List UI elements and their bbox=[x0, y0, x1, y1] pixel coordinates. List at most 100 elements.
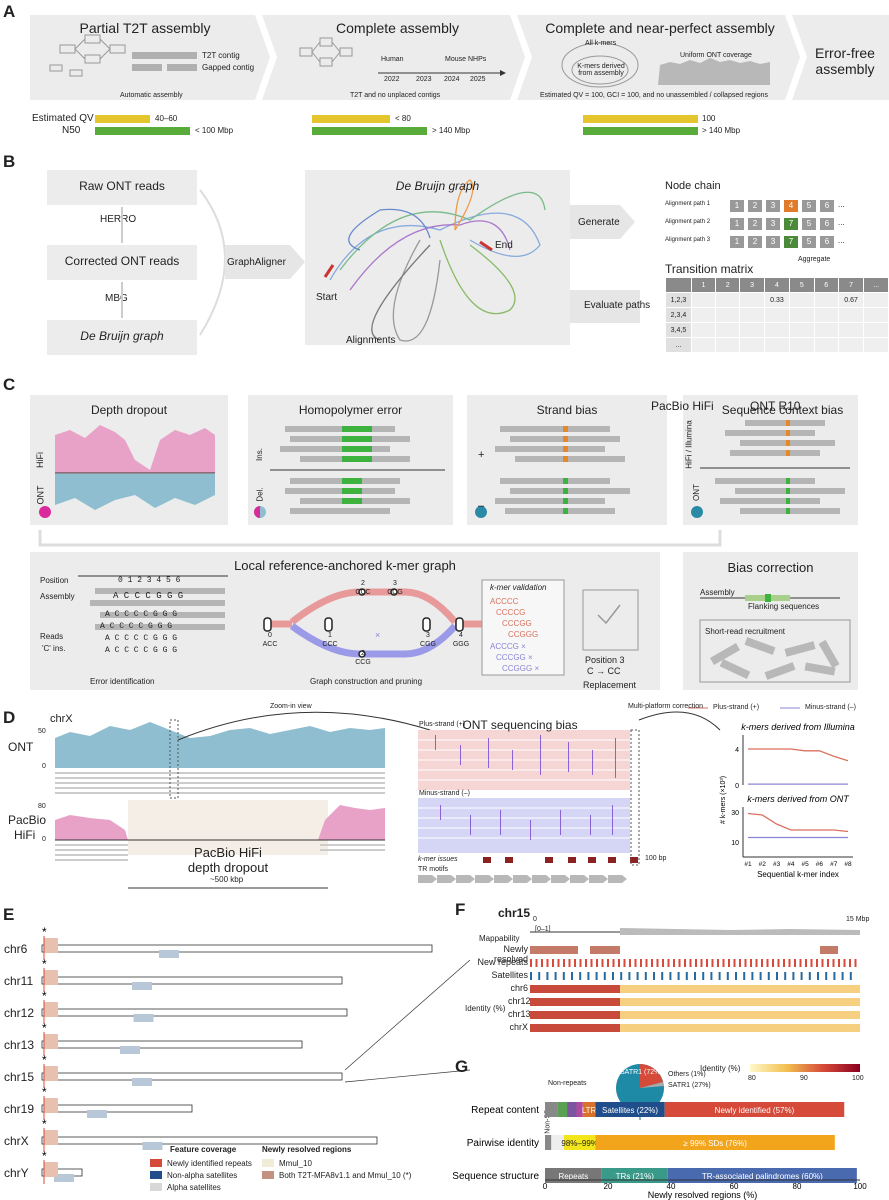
repeat-tick bbox=[755, 959, 758, 967]
context-bias-title: Sequence context bias bbox=[721, 403, 844, 417]
alignment-path-label: Alignment path 3 bbox=[665, 237, 711, 243]
satellite-tick bbox=[554, 972, 557, 980]
recruitment-label: Short-read recruitment bbox=[705, 627, 786, 636]
repeat-tick bbox=[722, 959, 725, 967]
satellite-tick bbox=[579, 972, 582, 980]
matrix-cell bbox=[837, 307, 865, 323]
chain-node: 5 bbox=[802, 236, 816, 248]
matrix-header-cell: ... bbox=[863, 277, 889, 293]
x-tick: #6 bbox=[816, 861, 824, 868]
ont-max: 50 bbox=[38, 728, 46, 735]
chrx-label: chrX bbox=[50, 713, 73, 725]
legend-ont: ONT R10 bbox=[750, 399, 801, 413]
bar-segment bbox=[595, 1102, 665, 1117]
x-axis-label: Newly resolved regions (%) bbox=[648, 1190, 758, 1200]
f-row-label: New repeats bbox=[477, 957, 528, 967]
panel-d-graphics bbox=[55, 707, 800, 889]
herro-label: HERRO bbox=[100, 214, 137, 225]
bar-segment-label: LTR bbox=[582, 1106, 597, 1115]
centromere bbox=[159, 950, 179, 958]
raw-reads-label: Raw ONT reads bbox=[79, 179, 165, 193]
bar-segment bbox=[576, 1102, 583, 1117]
graph-title: De Bruijn graph bbox=[395, 179, 480, 193]
qv-bar-3 bbox=[583, 115, 698, 123]
series-line bbox=[748, 748, 849, 762]
matrix-cell bbox=[690, 322, 717, 338]
satellite-tick bbox=[653, 972, 655, 980]
matrix-cell bbox=[863, 292, 889, 308]
chain-node: 4 bbox=[784, 200, 798, 212]
matrix-cell bbox=[763, 322, 791, 338]
matrix-cell bbox=[789, 292, 815, 308]
panel-a-chevrons bbox=[30, 15, 889, 100]
repeat-tick bbox=[689, 959, 692, 967]
zoom-line bbox=[344, 1069, 471, 1083]
repeat-tick bbox=[673, 959, 675, 967]
dbg-box bbox=[47, 320, 197, 355]
depth-dropout-title: Depth dropout bbox=[90, 403, 168, 417]
newly-resolved-block bbox=[590, 946, 620, 954]
qv-value-1: 40–60 bbox=[155, 114, 178, 123]
legend-feature-title: Feature coverage bbox=[170, 1145, 237, 1154]
repeat-tick bbox=[535, 959, 538, 967]
qv-bar-1 bbox=[95, 115, 150, 123]
panel-label-c: C bbox=[3, 375, 16, 394]
legend-swatch-alpha bbox=[150, 1183, 162, 1191]
satellite-tick bbox=[530, 972, 532, 980]
ont-label-2: ONT bbox=[691, 484, 701, 501]
repeat-tick bbox=[656, 959, 659, 967]
satellite-tick bbox=[726, 972, 729, 980]
valid-kmer: CCGGG bbox=[508, 630, 539, 639]
aggregate-label: Aggregate bbox=[798, 256, 831, 263]
satellite-tick bbox=[767, 972, 770, 980]
repeat-tick bbox=[777, 959, 780, 967]
bar-segment bbox=[545, 1102, 558, 1117]
satellite-tick bbox=[595, 972, 598, 980]
uniform-coverage-label: Uniform ONT coverage bbox=[680, 52, 752, 59]
satellite-tick bbox=[571, 972, 573, 980]
kmer-graph-title: Local reference-anchored k-mer graph bbox=[234, 558, 456, 573]
matrix-cell bbox=[763, 307, 791, 323]
repeat-tick bbox=[794, 959, 796, 967]
bar-segment bbox=[595, 1135, 835, 1150]
year-2024: 2024 bbox=[444, 76, 460, 83]
corrected-reads-box bbox=[47, 245, 197, 280]
repeat-tick bbox=[568, 959, 571, 967]
n50-value-2: > 140 Mbp bbox=[432, 126, 471, 135]
qv-bar-2 bbox=[312, 115, 390, 123]
f-tick-100: 100 bbox=[852, 1075, 864, 1082]
repeat-tick bbox=[700, 959, 703, 967]
chain-node: 5 bbox=[802, 218, 816, 230]
satellite-tick bbox=[735, 972, 737, 980]
satellite-tick bbox=[669, 972, 672, 980]
legend-hifi: PacBio HiFi bbox=[651, 399, 714, 413]
panel-label-e: E bbox=[3, 905, 15, 924]
hifi-max: 80 bbox=[38, 803, 46, 810]
f-tick-90: 90 bbox=[800, 1075, 808, 1082]
legend-swatch-new bbox=[150, 1159, 162, 1167]
repeat-tick bbox=[733, 959, 736, 967]
matrix-cell: 0.33 bbox=[763, 292, 791, 308]
f-identity: Identity (%) bbox=[465, 1004, 506, 1013]
non-repeats-label: Non-repeats bbox=[548, 1080, 587, 1087]
matrix-header-cell: 2 bbox=[715, 277, 741, 293]
span-label: ~500 kbp bbox=[210, 875, 244, 884]
repeat-tick bbox=[810, 959, 813, 967]
newly-resolved-block bbox=[530, 946, 578, 954]
chain-node: 6 bbox=[820, 236, 834, 248]
repeat-tick bbox=[541, 959, 543, 967]
alignment-path-label: Alignment path 1 bbox=[665, 201, 711, 207]
f-chr-label: chr15 bbox=[498, 906, 531, 920]
chromosome-bar bbox=[41, 976, 343, 985]
kmer-node-seq: CGG bbox=[420, 641, 436, 648]
node-chain-label: Node chain bbox=[665, 180, 721, 192]
identity-row bbox=[620, 1011, 860, 1019]
f-row-label: chrX bbox=[509, 1022, 528, 1032]
x-tick: 0 bbox=[543, 1182, 548, 1191]
bar-segment-label: 98%–99% bbox=[561, 1139, 597, 1148]
matrix-header-cell: 5 bbox=[789, 277, 815, 293]
matrix-cell bbox=[690, 337, 717, 353]
y-tick: 30 bbox=[731, 810, 739, 817]
f-row-label: Satellites bbox=[491, 970, 528, 980]
bar-segment bbox=[545, 1135, 552, 1150]
